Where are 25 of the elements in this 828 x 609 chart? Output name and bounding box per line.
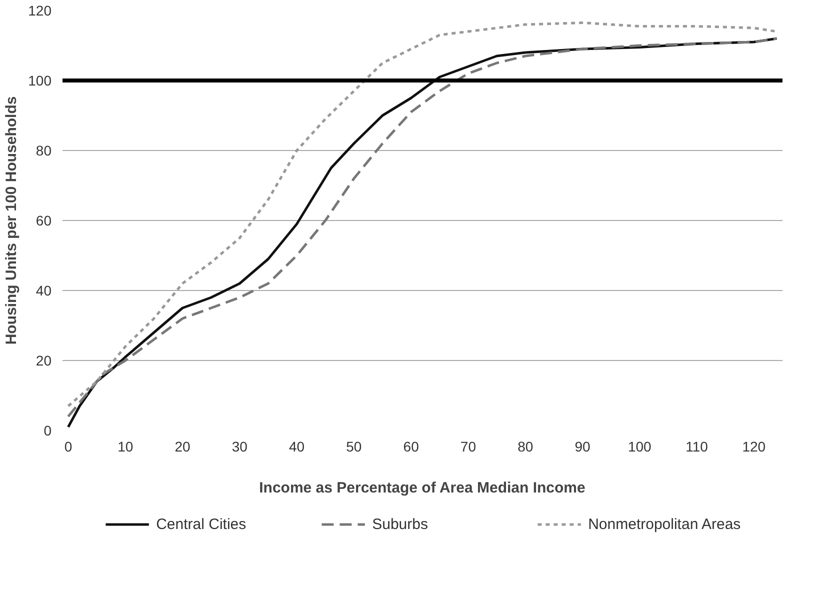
x-tick-label: 30 xyxy=(232,438,248,454)
legend-label: Nonmetropolitan Areas xyxy=(588,516,741,533)
legend-label: Suburbs xyxy=(372,516,428,533)
x-tick-label: 60 xyxy=(403,438,420,454)
x-tick-label: 70 xyxy=(460,438,476,454)
x-tick-label: 10 xyxy=(118,438,134,454)
y-tick-label: 120 xyxy=(28,2,52,18)
y-axis-title: Housing Units per 100 Households xyxy=(3,96,20,345)
x-axis-title: Income as Percentage of Area Median Income xyxy=(259,480,586,496)
x-tick-label: 120 xyxy=(742,438,766,454)
x-tick-label: 50 xyxy=(346,438,362,454)
y-tick-label: 20 xyxy=(36,352,52,368)
legend-label: Central Cities xyxy=(156,516,246,533)
x-tick-label: 90 xyxy=(574,438,590,454)
x-tick-label: 40 xyxy=(289,438,305,454)
x-tick-label: 20 xyxy=(174,438,190,454)
y-tick-label: 40 xyxy=(36,282,52,298)
y-tick-label: 0 xyxy=(44,422,52,438)
x-tick-label: 80 xyxy=(518,438,534,454)
x-tick-label: 0 xyxy=(64,438,72,454)
x-tick-label: 100 xyxy=(628,438,652,454)
y-tick-label: 80 xyxy=(36,142,52,158)
y-tick-label: 100 xyxy=(28,72,52,88)
y-tick-label: 60 xyxy=(36,212,52,228)
x-tick-label: 110 xyxy=(686,438,708,454)
